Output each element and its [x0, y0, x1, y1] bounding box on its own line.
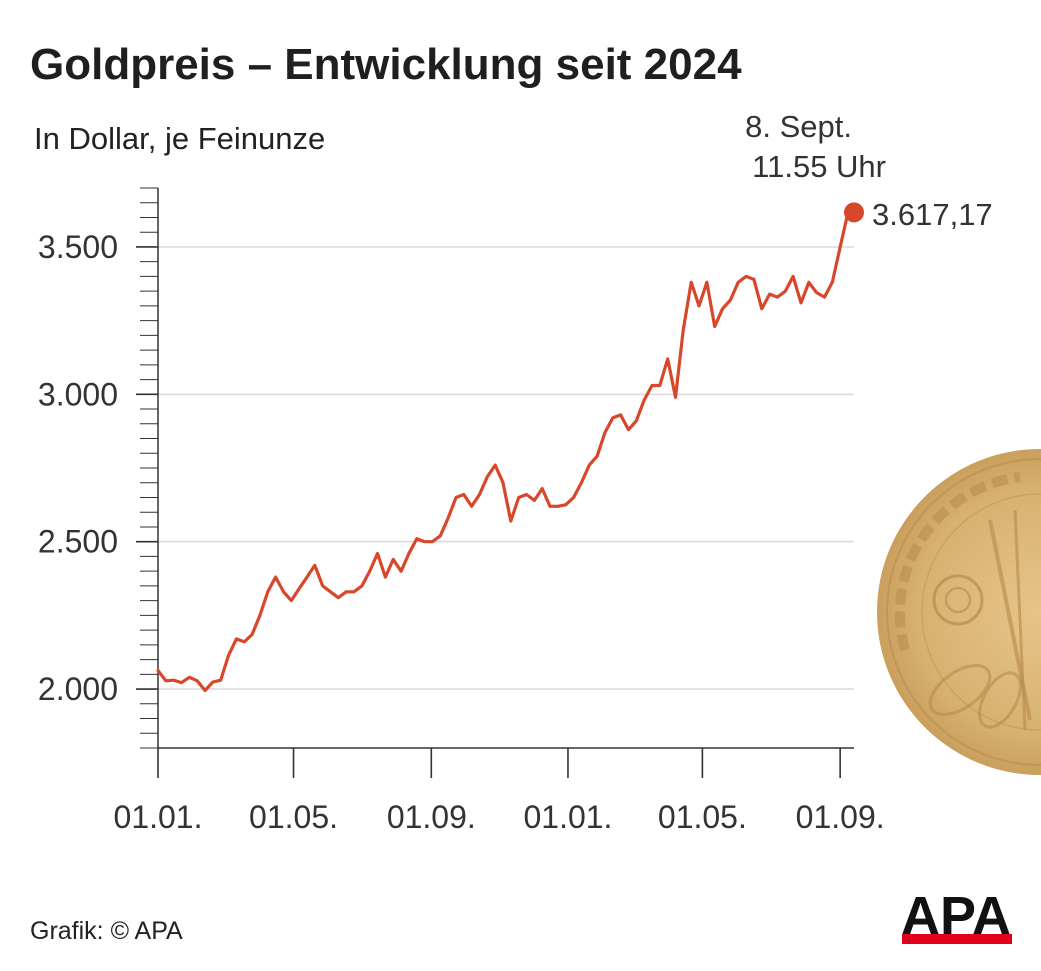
annotation-time: 11.55 Uhr: [752, 149, 886, 184]
source-credit: Grafik: © APA: [30, 917, 183, 945]
x-tick-label: 01.09.: [796, 799, 885, 835]
y-tick-labels: 2.000 2.500 3.000 3.500: [38, 229, 118, 707]
gold-coin-illustration: [877, 449, 1041, 775]
gold-price-line: [156, 210, 850, 693]
y-axis: [136, 187, 159, 749]
chart-title: Goldpreis – Entwicklung seit 2024: [30, 40, 742, 89]
annotation-value: 3.617,17: [872, 197, 993, 232]
y-tick-label: 2.500: [38, 524, 118, 560]
endpoint-marker: [844, 202, 864, 223]
chart-subtitle: In Dollar, je Feinunze: [34, 121, 325, 156]
y-tick-label: 3.500: [38, 229, 118, 265]
apa-logo: APA: [901, 886, 1012, 946]
x-tick-label: 01.05.: [658, 799, 747, 835]
x-tick-label: 01.01.: [523, 799, 612, 835]
y-tick-label: 2.000: [38, 671, 118, 707]
annotation-date: 8. Sept.: [745, 109, 852, 144]
series-layer: [156, 202, 864, 693]
x-axis: [157, 747, 854, 778]
y-tick-label: 3.000: [38, 376, 118, 412]
gridlines: [158, 246, 854, 690]
x-tick-label: 01.09.: [387, 799, 476, 835]
apa-logo-bar: [902, 934, 1012, 944]
x-tick-label: 01.01.: [114, 799, 203, 835]
x-tick-labels: 01.01. 01.05. 01.09. 01.01. 01.05. 01.09.: [114, 799, 885, 835]
x-tick-label: 01.05.: [249, 799, 338, 835]
